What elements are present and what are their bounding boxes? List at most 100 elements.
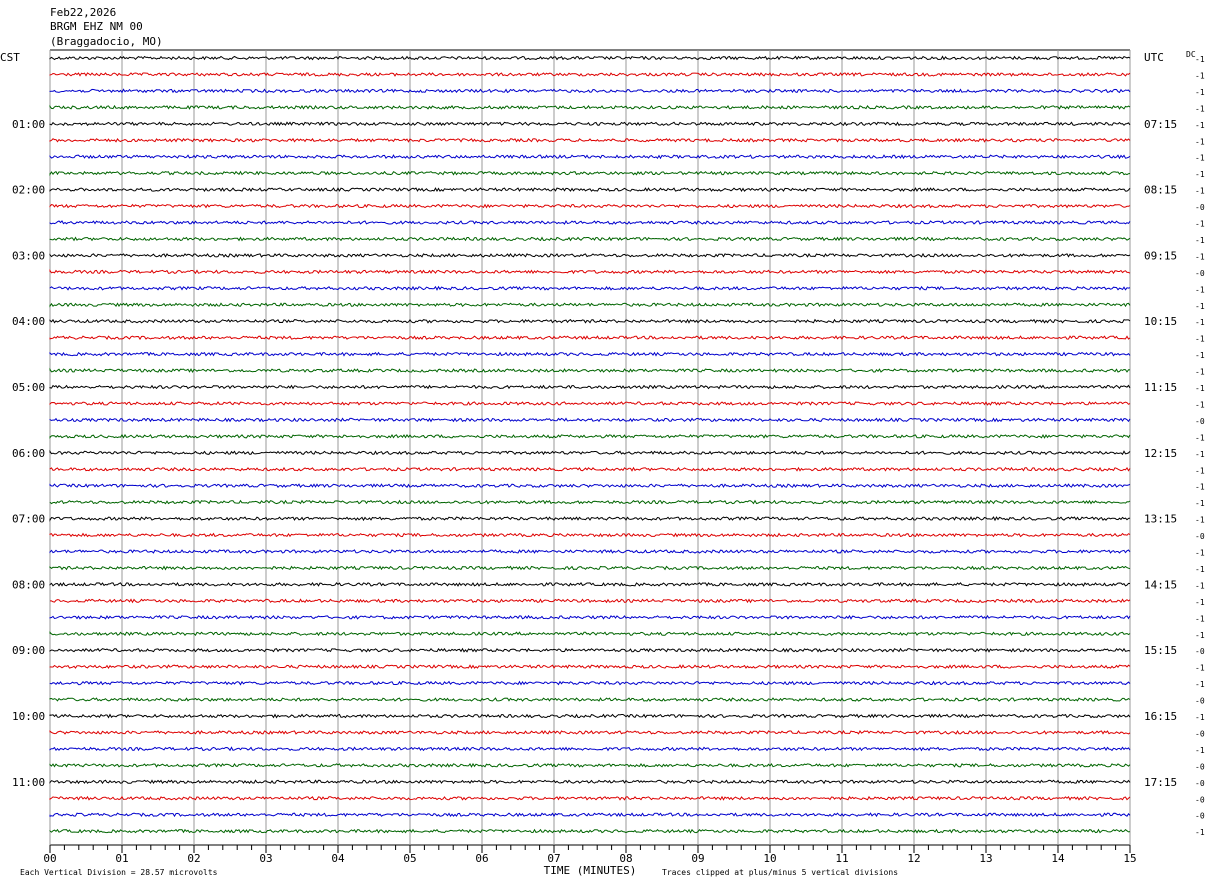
trace <box>49 384 1131 390</box>
dc-value: -1 <box>1195 104 1205 113</box>
dc-value: -1 <box>1195 170 1205 179</box>
right-time-label: 17:15 <box>1144 776 1177 789</box>
left-time-label: 04:00 <box>12 315 45 328</box>
trace <box>49 55 1131 61</box>
x-tick-label: 02 <box>187 852 200 865</box>
dc-value: -0 <box>1195 779 1205 788</box>
right-time-label: 15:15 <box>1144 644 1177 657</box>
right-time-label: 09:15 <box>1144 249 1177 262</box>
trace <box>49 449 1131 456</box>
trace <box>49 466 1131 472</box>
dc-value: -1 <box>1195 828 1205 837</box>
trace <box>49 104 1131 110</box>
location: (Braggadocio, MO) <box>50 35 163 48</box>
trace <box>49 137 1131 143</box>
trace <box>49 614 1131 620</box>
trace <box>49 121 1131 127</box>
dc-value: -0 <box>1195 647 1205 656</box>
trace <box>49 351 1131 357</box>
left-time-label: 06:00 <box>12 447 45 460</box>
trace <box>49 367 1131 374</box>
dc-value: -0 <box>1195 729 1205 738</box>
trace <box>50 598 1131 604</box>
left-time-label: 09:00 <box>12 644 45 657</box>
trace <box>49 302 1131 308</box>
dc-value: -1 <box>1195 466 1205 475</box>
trace <box>49 549 1131 554</box>
x-tick-label: 05 <box>403 852 416 865</box>
x-tick-label: 12 <box>907 852 920 865</box>
trace <box>49 252 1131 258</box>
x-tick-label: 15 <box>1123 852 1136 865</box>
trace <box>49 318 1131 324</box>
dc-value: -1 <box>1195 220 1205 229</box>
right-time-label: 16:15 <box>1144 710 1177 723</box>
dc-value: -0 <box>1195 203 1205 212</box>
trace <box>49 680 1131 686</box>
dc-value: -1 <box>1195 664 1205 673</box>
trace <box>49 499 1131 505</box>
dc-value: -1 <box>1195 236 1205 245</box>
dc-value: -0 <box>1195 417 1205 426</box>
left-time-label: 11:00 <box>12 776 45 789</box>
trace <box>49 268 1131 275</box>
dc-value: -1 <box>1195 285 1205 294</box>
trace <box>49 483 1131 489</box>
x-tick-label: 06 <box>475 852 488 865</box>
left-time-label: 07:00 <box>12 513 45 526</box>
dc-value: -1 <box>1195 598 1205 607</box>
right-time-label: 11:15 <box>1144 381 1177 394</box>
left-time-label: 03:00 <box>12 249 45 262</box>
dc-value: -1 <box>1195 581 1205 590</box>
x-tick-label: 07 <box>547 852 560 865</box>
trace <box>49 581 1131 587</box>
trace <box>49 88 1131 94</box>
left-zone: CST <box>0 51 20 64</box>
trace <box>49 170 1131 177</box>
trace <box>49 516 1131 522</box>
dc-value: -1 <box>1195 483 1205 492</box>
trace <box>49 72 1131 77</box>
dc-value: -1 <box>1195 318 1205 327</box>
dc-value: -1 <box>1195 516 1205 525</box>
trace <box>49 762 1131 768</box>
dc-value: -0 <box>1195 795 1205 804</box>
dc-value: -1 <box>1195 499 1205 508</box>
dc-value: -1 <box>1195 433 1205 442</box>
dc-value: -1 <box>1195 335 1205 344</box>
dc-value: -1 <box>1195 400 1205 409</box>
trace <box>49 795 1131 801</box>
dc-label: DC <box>1186 50 1196 59</box>
dc-value: -1 <box>1195 137 1205 146</box>
dc-value: -1 <box>1195 746 1205 755</box>
dc-value: -1 <box>1195 71 1205 80</box>
right-time-label: 08:15 <box>1144 184 1177 197</box>
trace <box>49 401 1131 406</box>
trace <box>49 812 1131 818</box>
trace <box>49 219 1131 225</box>
right-zone: UTC <box>1144 51 1164 64</box>
trace <box>49 154 1131 160</box>
x-tick-label: 01 <box>115 852 128 865</box>
dc-value: -1 <box>1195 384 1205 393</box>
right-time-label: 10:15 <box>1144 315 1177 328</box>
trace <box>49 236 1131 242</box>
x-tick-label: 09 <box>691 852 704 865</box>
x-tick-label: 04 <box>331 852 345 865</box>
left-time-label: 10:00 <box>12 710 45 723</box>
dc-value: -1 <box>1195 88 1205 97</box>
right-time-label: 12:15 <box>1144 447 1177 460</box>
dc-value: -1 <box>1195 713 1205 722</box>
dc-value: -1 <box>1195 680 1205 689</box>
dc-value: -1 <box>1195 252 1205 261</box>
right-time-label: 07:15 <box>1144 118 1177 131</box>
dc-value: -1 <box>1195 549 1205 558</box>
scale-note: Each Vertical Division = 28.57 microvolt… <box>20 868 218 877</box>
dc-value: -0 <box>1195 269 1205 278</box>
dc-value: -1 <box>1195 154 1205 163</box>
dc-value: -1 <box>1195 614 1205 623</box>
dc-value: -0 <box>1195 762 1205 771</box>
right-time-label: 13:15 <box>1144 513 1177 526</box>
